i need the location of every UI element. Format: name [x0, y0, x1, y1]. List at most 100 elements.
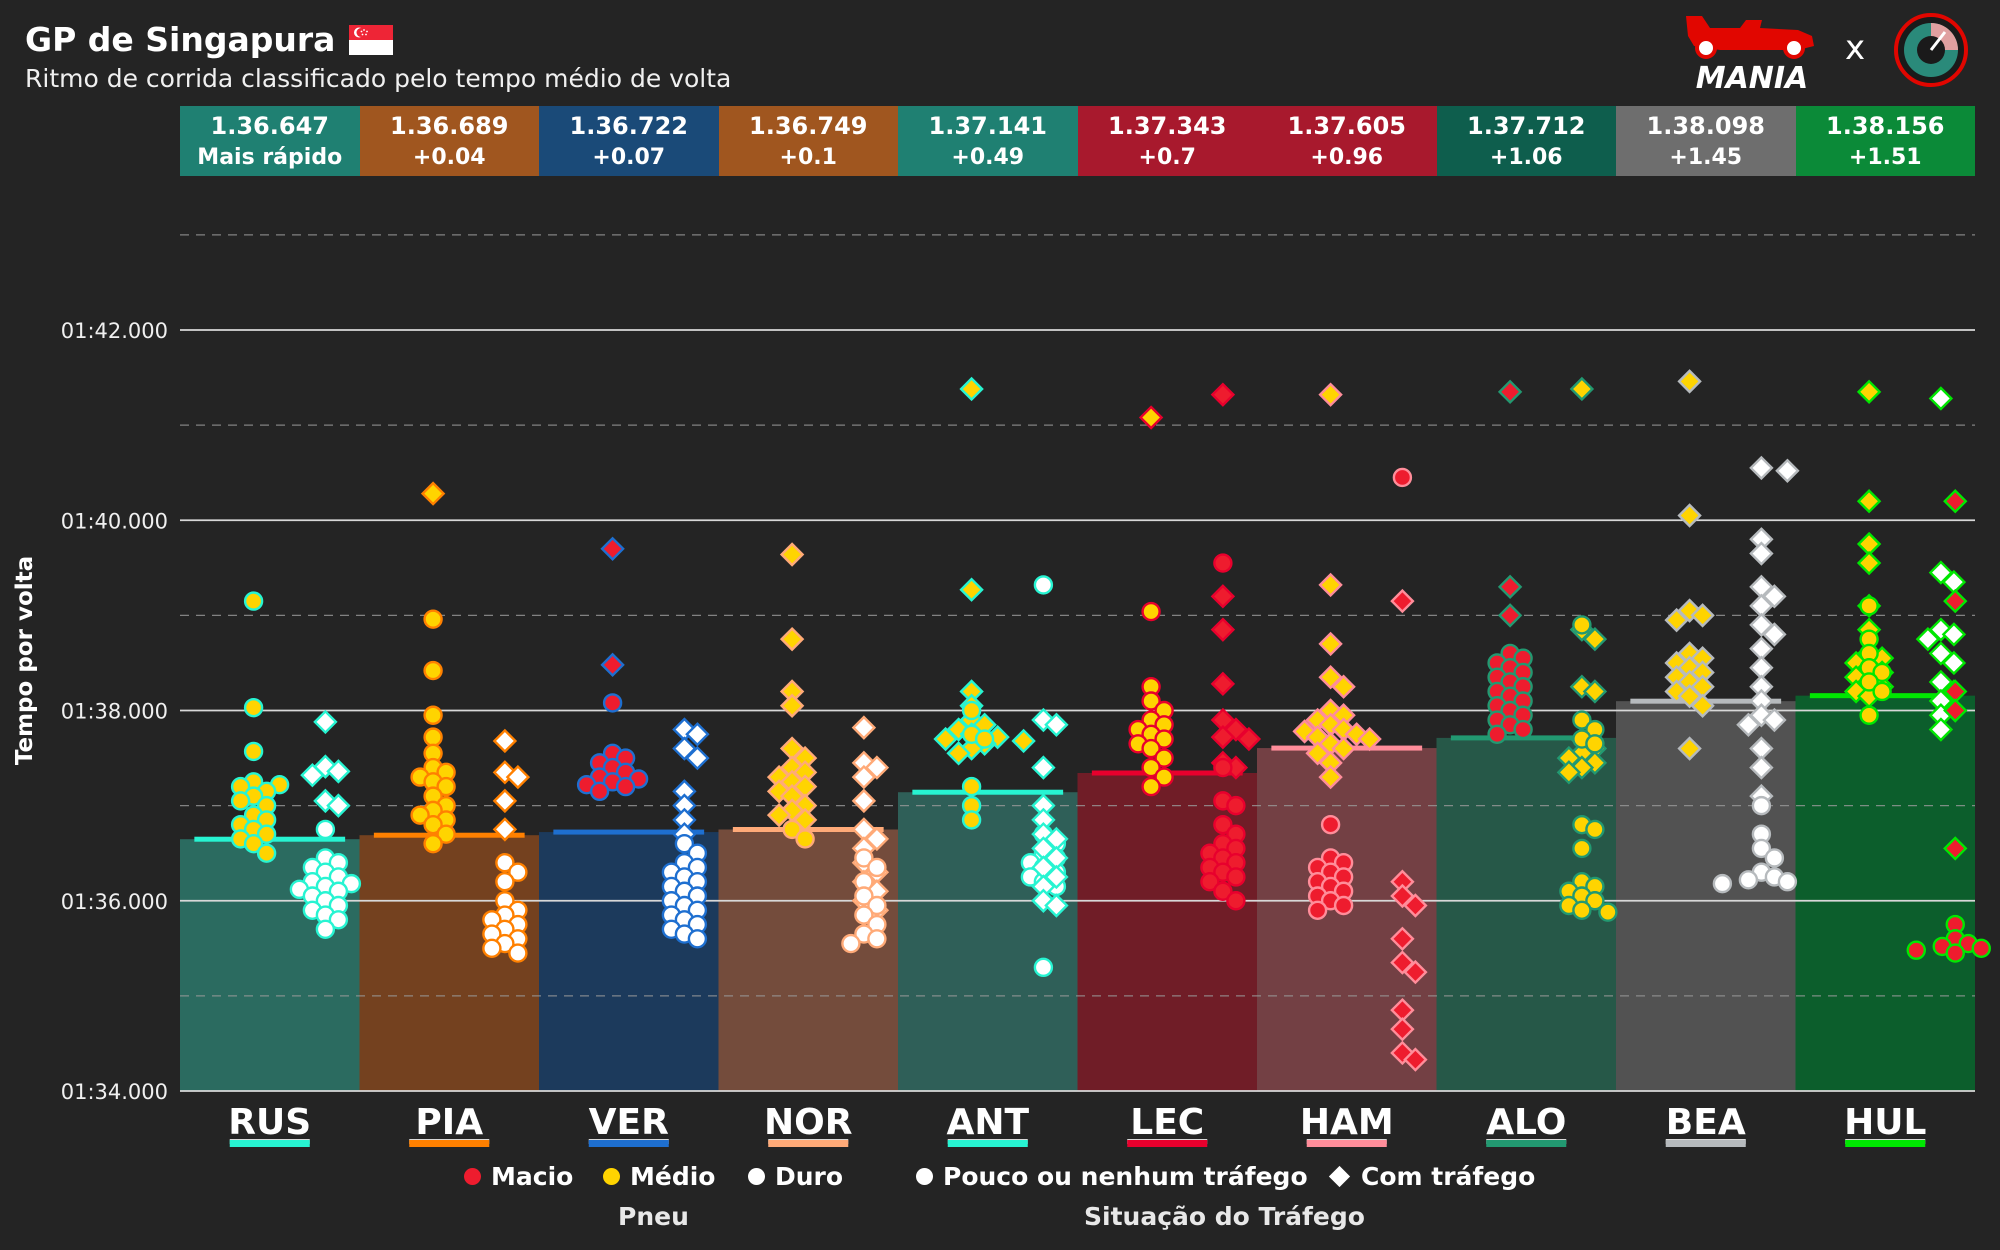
lap-point-lec — [1141, 738, 1161, 759]
lap-point-nor — [854, 905, 874, 925]
lap-point-hul — [1928, 386, 1954, 411]
driver-label-bea: BEA — [1666, 1102, 1746, 1143]
header-cell-rus: 1.36.647 Mais rápido — [180, 106, 360, 176]
y-axis-label: Tempo por volta — [12, 556, 38, 765]
lap-point-rus — [315, 919, 336, 939]
lap-point-lec — [1213, 881, 1233, 901]
lap-point-rus — [315, 819, 336, 840]
driver-label-hul: HUL — [1844, 1102, 1926, 1143]
lap-point-pia — [492, 760, 518, 785]
lap-point-hul — [1859, 672, 1879, 692]
lap-point-hul — [1941, 622, 1967, 647]
lap-point-hul — [1915, 626, 1941, 652]
lap-point-alo — [1572, 838, 1592, 859]
lap-point-pia — [423, 727, 443, 747]
lap-point-rus — [326, 759, 351, 784]
header-cell-ver: 1.36.722 +0.07 — [539, 106, 719, 176]
circle-marker-icon — [916, 1168, 933, 1185]
avg-time-label: 1.37.605 — [1287, 112, 1406, 140]
lap-point-alo — [1585, 734, 1605, 754]
lap-point-lec — [1226, 891, 1246, 911]
hard-dot-icon — [748, 1168, 765, 1185]
driver-color-bar-ver — [588, 1140, 669, 1147]
lap-point-bea — [1677, 736, 1702, 761]
lap-point-bea — [1677, 369, 1702, 394]
lap-point-hul — [1906, 940, 1926, 960]
gap-label: Mais rápido — [197, 145, 343, 170]
legend-no-traffic: Pouco ou nenhum tráfego — [916, 1162, 1308, 1191]
lap-point-ver — [674, 833, 695, 854]
driver-color-bar-pia — [409, 1140, 490, 1147]
lap-point-ant — [1044, 712, 1069, 737]
header-cell-alo: 1.37.712 +1.06 — [1436, 106, 1616, 176]
lap-point-ham — [1403, 1047, 1428, 1072]
lap-point-pia — [495, 872, 515, 892]
lap-point-hul — [1928, 717, 1954, 742]
lap-point-pia — [508, 862, 528, 882]
lap-point-lec — [1141, 757, 1161, 778]
lap-point-ham — [1318, 572, 1343, 598]
lap-point-nor — [779, 693, 805, 718]
lap-point-alo — [1497, 574, 1523, 600]
lap-point-ant — [1031, 755, 1056, 780]
lap-point-ant — [959, 376, 984, 402]
driver-color-bar-bea — [1665, 1140, 1746, 1147]
brand-name: MANIA — [1696, 61, 1809, 92]
lap-point-pia — [423, 814, 443, 835]
lap-point-ham — [1392, 467, 1413, 488]
lap-point-ver — [685, 745, 710, 771]
header-cell-ham: 1.37.605 +0.96 — [1257, 106, 1437, 176]
lap-point-lec — [1141, 601, 1161, 622]
lap-point-hul — [1856, 379, 1882, 405]
avg-line-ver — [553, 829, 705, 835]
lap-point-pia — [436, 776, 456, 797]
lap-point-hul — [1872, 681, 1892, 702]
lap-point-alo — [1497, 379, 1523, 405]
avg-time-label: 1.36.647 — [210, 112, 329, 140]
lap-point-pia — [482, 938, 502, 959]
lap-point-pia — [420, 481, 446, 506]
avg-time-label: 1.37.141 — [928, 112, 1047, 140]
lap-point-bea — [1764, 848, 1785, 868]
lap-point-rus — [230, 791, 251, 811]
lap-point-bea — [1738, 870, 1759, 890]
lap-point-rus — [243, 833, 264, 854]
lap-point-ant — [961, 776, 982, 797]
avg-time-label: 1.36.749 — [749, 112, 868, 140]
medium-dot-icon — [603, 1168, 620, 1185]
driver-label-alo: ALO — [1486, 1102, 1566, 1143]
lap-point-hul — [1856, 489, 1882, 514]
driver-color-bar-lec — [1127, 1140, 1208, 1147]
lap-point-ham — [1390, 588, 1415, 614]
avg-time-label: 1.36.722 — [569, 112, 688, 140]
lap-point-nor — [779, 626, 805, 652]
lap-point-alo — [1598, 902, 1618, 922]
driver-color-bar-ant — [947, 1140, 1028, 1147]
lap-point-alo — [1487, 724, 1507, 744]
lap-point-alo — [1582, 626, 1608, 652]
lap-point-rus — [328, 910, 349, 930]
driver-color-bar-alo — [1486, 1140, 1567, 1147]
lap-point-alo — [1513, 719, 1533, 740]
lap-point-lec — [1210, 724, 1236, 750]
driver-label-pia: PIA — [415, 1102, 483, 1143]
avg-time-label: 1.37.712 — [1467, 112, 1586, 140]
lap-point-nor — [766, 802, 792, 828]
lap-point-rus — [243, 741, 264, 762]
lap-point-bea — [1736, 712, 1761, 737]
lap-point-hul — [1856, 550, 1882, 576]
lap-point-pia — [492, 788, 518, 814]
lap-point-ham — [1331, 674, 1356, 699]
lap-point-pia — [505, 764, 531, 790]
lap-point-hul — [1971, 938, 1991, 959]
header-cell-pia: 1.36.689 +0.04 — [359, 106, 539, 176]
lap-point-nor — [851, 715, 877, 740]
lap-point-lec — [1154, 748, 1174, 768]
lap-point-hul — [1859, 596, 1879, 616]
lap-point-nor — [779, 542, 805, 567]
avg-time-label: 1.38.156 — [1826, 112, 1945, 140]
lap-point-ham — [1318, 382, 1343, 407]
lap-point-lec — [1210, 617, 1236, 642]
lap-point-ant — [1044, 893, 1069, 918]
lap-point-nor — [851, 788, 877, 814]
